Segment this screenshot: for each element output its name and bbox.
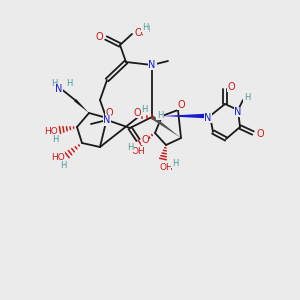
- Text: O: O: [227, 82, 235, 92]
- Text: H: H: [172, 158, 178, 167]
- Text: OH: OH: [159, 163, 173, 172]
- Text: H: H: [51, 79, 57, 88]
- Text: H: H: [66, 80, 72, 88]
- Text: H: H: [244, 92, 250, 101]
- Text: O: O: [95, 33, 103, 43]
- Polygon shape: [151, 116, 181, 138]
- Text: O: O: [95, 32, 103, 42]
- Text: O: O: [133, 108, 141, 118]
- Text: H: H: [142, 22, 148, 32]
- Text: N: N: [103, 116, 111, 126]
- Text: N: N: [149, 60, 157, 70]
- Text: O: O: [141, 135, 149, 145]
- Text: H: H: [143, 25, 149, 34]
- Polygon shape: [74, 99, 89, 113]
- Text: N: N: [103, 115, 111, 125]
- Text: O: O: [134, 28, 142, 38]
- Polygon shape: [162, 113, 210, 119]
- Text: O: O: [105, 108, 113, 118]
- Text: N: N: [204, 113, 212, 123]
- Text: H: H: [157, 110, 163, 119]
- Text: HO: HO: [44, 128, 58, 136]
- Text: N: N: [148, 60, 156, 70]
- Text: N: N: [234, 107, 242, 117]
- Text: O: O: [256, 129, 264, 139]
- Text: HO: HO: [51, 152, 65, 161]
- Text: N: N: [55, 84, 63, 94]
- Text: O: O: [177, 100, 185, 110]
- Text: H: H: [52, 136, 58, 145]
- Text: H: H: [127, 142, 133, 152]
- Text: OH: OH: [131, 146, 145, 155]
- Text: O: O: [141, 135, 149, 145]
- Text: O: O: [135, 29, 143, 39]
- Text: H: H: [141, 106, 147, 115]
- Text: H: H: [60, 161, 66, 170]
